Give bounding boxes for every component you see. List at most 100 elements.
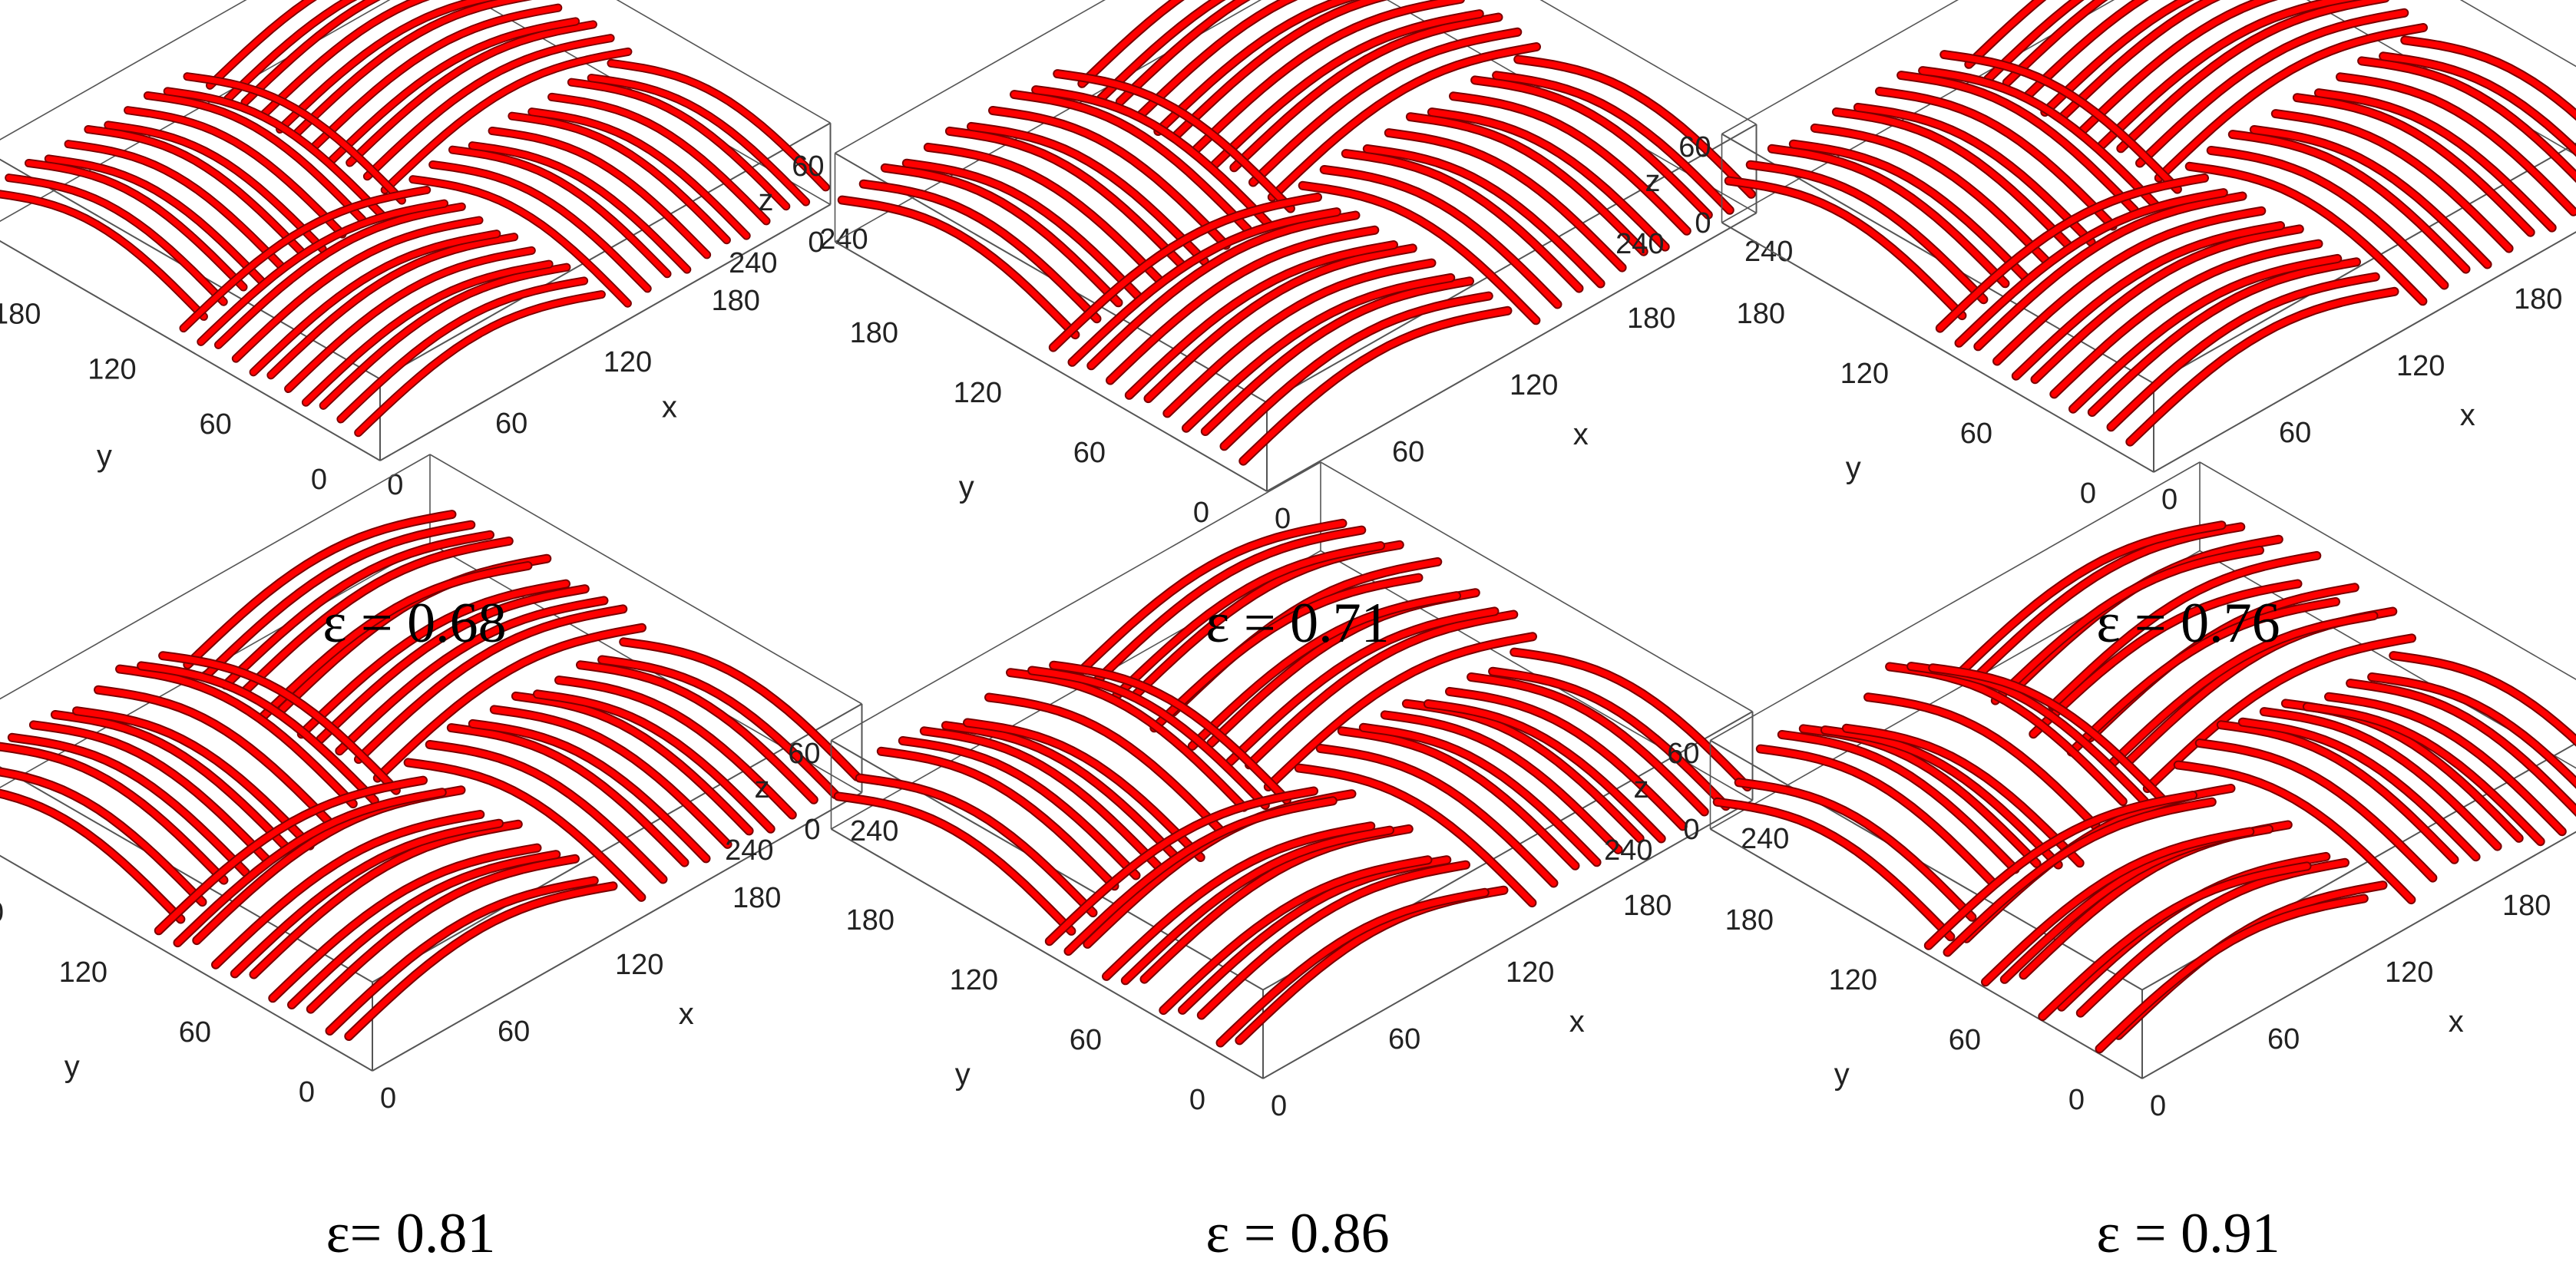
fiber — [241, 537, 512, 695]
fiber — [1050, 662, 1290, 804]
fiber — [320, 264, 570, 408]
fiber — [1145, 245, 1416, 402]
x-tick-label: 60 — [2279, 417, 2311, 449]
fiber — [599, 656, 838, 798]
fiber — [1994, 207, 2265, 365]
fiber — [2051, 240, 2322, 398]
fiber — [1985, 0, 2082, 83]
fiber — [1029, 667, 1268, 808]
fiber — [1725, 177, 1966, 319]
fiber — [1843, 725, 2083, 867]
fiber — [838, 197, 1079, 339]
fiber — [1098, 0, 1223, 102]
z-tick-label: 60 — [788, 738, 820, 770]
fiber — [224, 0, 355, 102]
fiber — [2390, 652, 2576, 745]
fiber — [1126, 242, 1397, 398]
y-tick-label: 180 — [850, 317, 898, 349]
fiber — [1094, 527, 1365, 684]
box-edge — [1539, 0, 1757, 125]
fiber — [2022, 0, 2147, 101]
box-edge — [1262, 799, 1753, 1079]
fiber — [1155, 0, 1352, 134]
fiber — [1778, 732, 2019, 873]
fiber — [25, 160, 246, 290]
x-tick-label: 120 — [2396, 350, 2445, 382]
fiber — [1920, 68, 2159, 209]
fiber — [1192, 0, 1463, 153]
fiber — [1321, 167, 1561, 308]
fiber — [346, 883, 617, 1039]
fiber — [1757, 745, 1997, 887]
y-tick-label: 180 — [1725, 904, 1774, 936]
fiber — [1982, 828, 2254, 986]
fiber — [289, 851, 560, 1008]
fiber — [2070, 255, 2341, 412]
x-axis-label: x — [1573, 418, 1589, 451]
fiber — [1381, 712, 1622, 853]
x-tick-label: 60 — [495, 408, 527, 440]
fiber — [1227, 608, 1498, 765]
fiber — [1493, 72, 1733, 213]
fiber — [2347, 680, 2576, 815]
fiber — [1833, 108, 2073, 250]
fiber — [30, 722, 270, 863]
y-axis-label: y — [97, 439, 112, 473]
fiber — [138, 662, 378, 804]
fiber — [1930, 665, 2169, 806]
x-tick-label: 120 — [2385, 956, 2433, 989]
fiber — [2096, 895, 2367, 1052]
fiber — [1447, 688, 1686, 830]
z-axis-label: z — [759, 183, 774, 217]
fiber — [1122, 827, 1393, 984]
y-axis-label: y — [1846, 451, 1861, 485]
fiber — [312, 5, 561, 149]
box-edge — [0, 239, 381, 461]
fiber — [921, 728, 1161, 869]
fiber — [1011, 91, 1251, 233]
fiber — [1428, 109, 1668, 250]
box-edge — [1710, 461, 2201, 742]
box-edge — [0, 854, 373, 1072]
fiber — [2272, 111, 2512, 252]
fiber — [903, 160, 1143, 302]
y-tick-label: 240 — [725, 834, 773, 867]
fiber — [986, 694, 1225, 835]
z-axis-label: z — [1645, 164, 1661, 198]
x-tick-label: 240 — [850, 815, 898, 847]
x-tick-label: 0 — [387, 469, 403, 501]
fiber — [1113, 543, 1384, 699]
x-tick-label: 0 — [2150, 1090, 2166, 1122]
y-tick-label: 60 — [1070, 1024, 1102, 1056]
fiber — [2049, 552, 2320, 709]
box-edge — [372, 703, 862, 983]
fiber — [1714, 798, 1954, 940]
fiber — [1174, 0, 1383, 138]
fiber — [1747, 161, 1987, 303]
fiber — [355, 291, 605, 436]
y-tick-label: 120 — [88, 353, 136, 385]
fiber — [449, 147, 670, 277]
fiber — [2098, 0, 2354, 148]
fiber — [338, 278, 587, 422]
x-tick-label: 180 — [2502, 890, 2551, 922]
y-tick-label: 180 — [846, 904, 894, 936]
fiber — [620, 639, 860, 780]
fiber — [469, 143, 690, 273]
panel-2: 0 60 120 180 240 240 180 120 60 0 60 0 x y z — [729, 0, 1793, 535]
y-tick-label: 60 — [200, 408, 232, 441]
box-edge — [1709, 828, 2143, 1079]
x-tick-label: 180 — [1627, 302, 1675, 335]
fiber — [924, 144, 1165, 286]
fiber — [260, 0, 426, 119]
fiber — [1160, 857, 1431, 1014]
fiber — [2293, 94, 2534, 236]
fiber — [382, 48, 631, 193]
fiber — [155, 777, 426, 934]
fiber — [213, 811, 484, 968]
y-axis-label: y — [64, 1050, 80, 1084]
fiber — [144, 92, 365, 223]
fiber — [1450, 93, 1690, 234]
fiber — [1240, 307, 1511, 464]
